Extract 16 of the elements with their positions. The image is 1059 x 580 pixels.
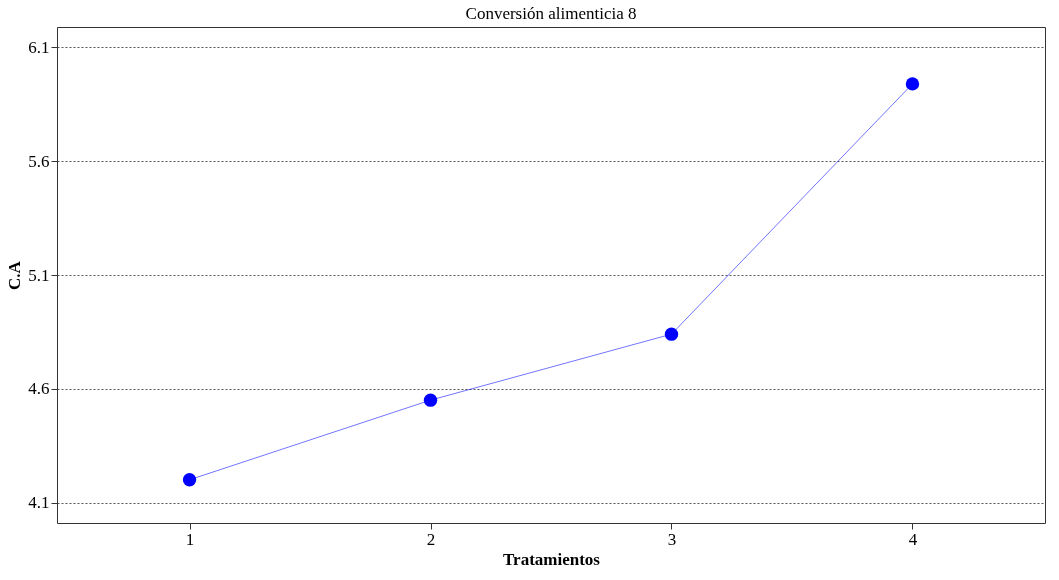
y-tick-label: 5.1 — [28, 265, 50, 285]
x-axis-title: Tratamientos — [503, 549, 601, 569]
y-tick-label: 6.1 — [28, 37, 50, 57]
y-tick-label: 5.6 — [28, 151, 50, 171]
y-tick-label: 4.1 — [28, 493, 50, 513]
point — [664, 327, 679, 341]
point — [182, 473, 197, 487]
point — [905, 77, 920, 91]
y-tick-label: 4.6 — [28, 379, 50, 399]
x-tick-label: 1 — [185, 529, 195, 549]
x-tick-label: 2 — [426, 529, 436, 549]
y-axis-title: C.A — [5, 260, 25, 290]
x-tick-label: 4 — [908, 529, 918, 549]
point — [423, 393, 438, 407]
x-tick-label: 3 — [667, 529, 677, 549]
chart-title: Conversión alimenticia 8 — [465, 4, 637, 23]
